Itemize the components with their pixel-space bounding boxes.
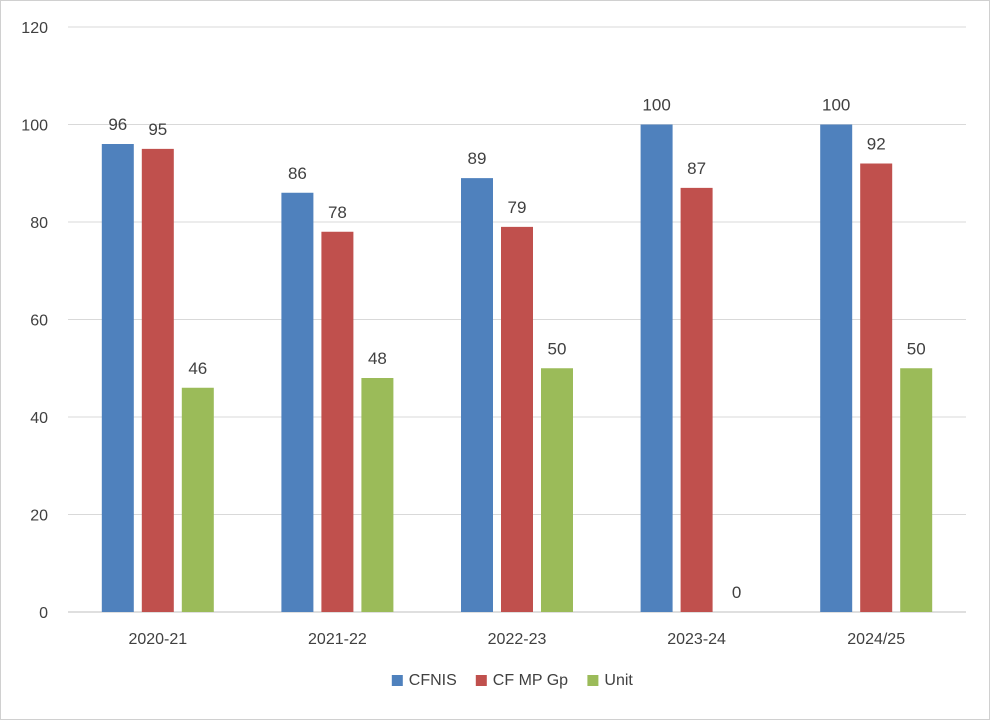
chart-frame: 0 20 40 60 80 100 120 96 95 46 86 78 48 89 79 50 100 87 0… — [0, 0, 990, 720]
x-tick-label: 2024/25 — [847, 631, 905, 648]
data-label: 96 — [108, 115, 127, 134]
bar-cf-mp-gp-2024/25 — [860, 164, 892, 613]
y-axis: 0 20 40 60 80 100 120 — [21, 20, 48, 622]
legend-swatch-cfnis — [392, 675, 403, 686]
bar-cfnis-2021-22 — [281, 193, 313, 612]
bar-cfnis-2023-24 — [641, 125, 673, 613]
bar-cfnis-2020-21 — [102, 144, 134, 612]
bar-cf-mp-gp-2023-24 — [681, 188, 713, 612]
y-tick-label: 60 — [30, 313, 48, 330]
x-tick-label: 2022-23 — [488, 631, 547, 648]
y-tick-label: 80 — [30, 215, 48, 232]
x-tick-label: 2023-24 — [667, 631, 726, 648]
bar-unit-2024/25 — [900, 368, 932, 612]
data-label: 86 — [288, 164, 307, 183]
data-label: 95 — [148, 120, 167, 139]
bar-cf-mp-gp-2022-23 — [501, 227, 533, 612]
data-label: 0 — [732, 583, 741, 602]
legend-swatch-cf-mp-gp — [476, 675, 487, 686]
data-label: 87 — [687, 159, 706, 178]
data-label: 79 — [508, 198, 527, 217]
data-label: 50 — [907, 339, 926, 358]
data-label: 100 — [642, 96, 670, 115]
legend-label-unit: Unit — [604, 672, 633, 689]
bar-cf-mp-gp-2021-22 — [321, 232, 353, 612]
data-label: 100 — [822, 96, 850, 115]
x-tick-label: 2021-22 — [308, 631, 367, 648]
y-tick-label: 120 — [21, 20, 48, 37]
bar-chart: 0 20 40 60 80 100 120 96 95 46 86 78 48 89 79 50 100 87 0… — [1, 1, 989, 719]
legend-label-cf-mp-gp: CF MP Gp — [493, 672, 568, 689]
data-label: 89 — [468, 149, 487, 168]
data-label: 92 — [867, 135, 886, 154]
bar-cf-mp-gp-2020-21 — [142, 149, 174, 612]
legend: CFNIS CF MP Gp Unit — [392, 672, 634, 689]
data-label: 48 — [368, 349, 387, 368]
data-label: 78 — [328, 203, 347, 222]
y-tick-label: 0 — [39, 605, 48, 622]
x-tick-label: 2020-21 — [128, 631, 187, 648]
bar-unit-2022-23 — [541, 368, 573, 612]
y-tick-label: 20 — [30, 508, 48, 525]
bar-cfnis-2022-23 — [461, 178, 493, 612]
legend-label-cfnis: CFNIS — [409, 672, 457, 689]
data-label: 50 — [548, 339, 567, 358]
data-label: 46 — [188, 359, 207, 378]
x-axis: 2020-21 2021-22 2022-23 2023-24 2024/25 — [128, 631, 905, 648]
bar-unit-2020-21 — [182, 388, 214, 612]
y-tick-label: 40 — [30, 410, 48, 427]
bar-unit-2021-22 — [361, 378, 393, 612]
bar-cfnis-2024/25 — [820, 125, 852, 613]
legend-swatch-unit — [587, 675, 598, 686]
y-tick-label: 100 — [21, 118, 48, 135]
